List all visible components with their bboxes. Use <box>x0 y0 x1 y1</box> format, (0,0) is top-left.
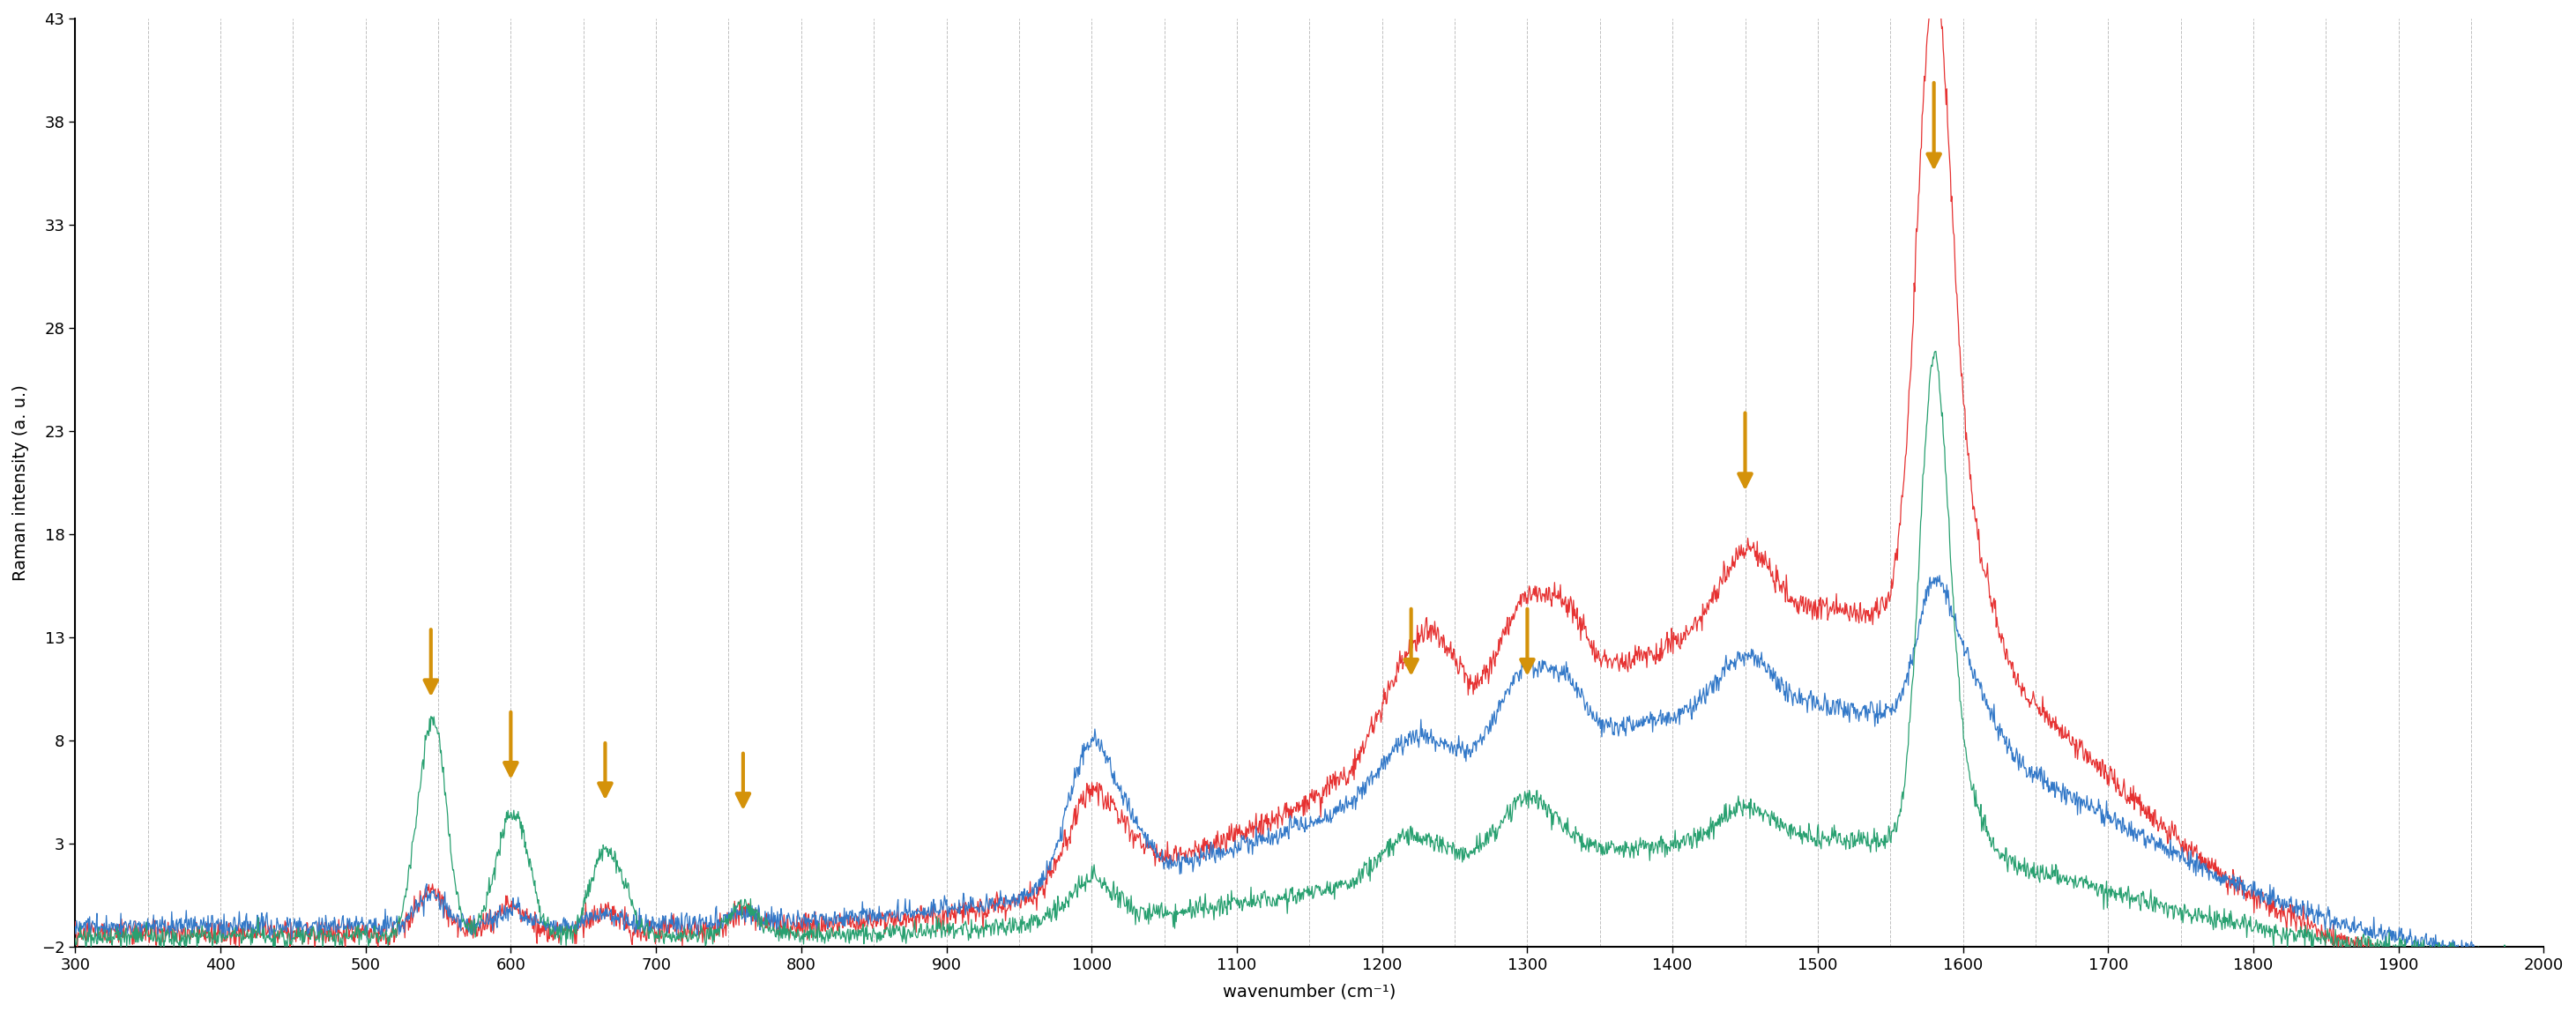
Y-axis label: Raman intensity (a. u.): Raman intensity (a. u.) <box>13 385 28 581</box>
X-axis label: wavenumber (cm⁻¹): wavenumber (cm⁻¹) <box>1224 983 1396 1000</box>
